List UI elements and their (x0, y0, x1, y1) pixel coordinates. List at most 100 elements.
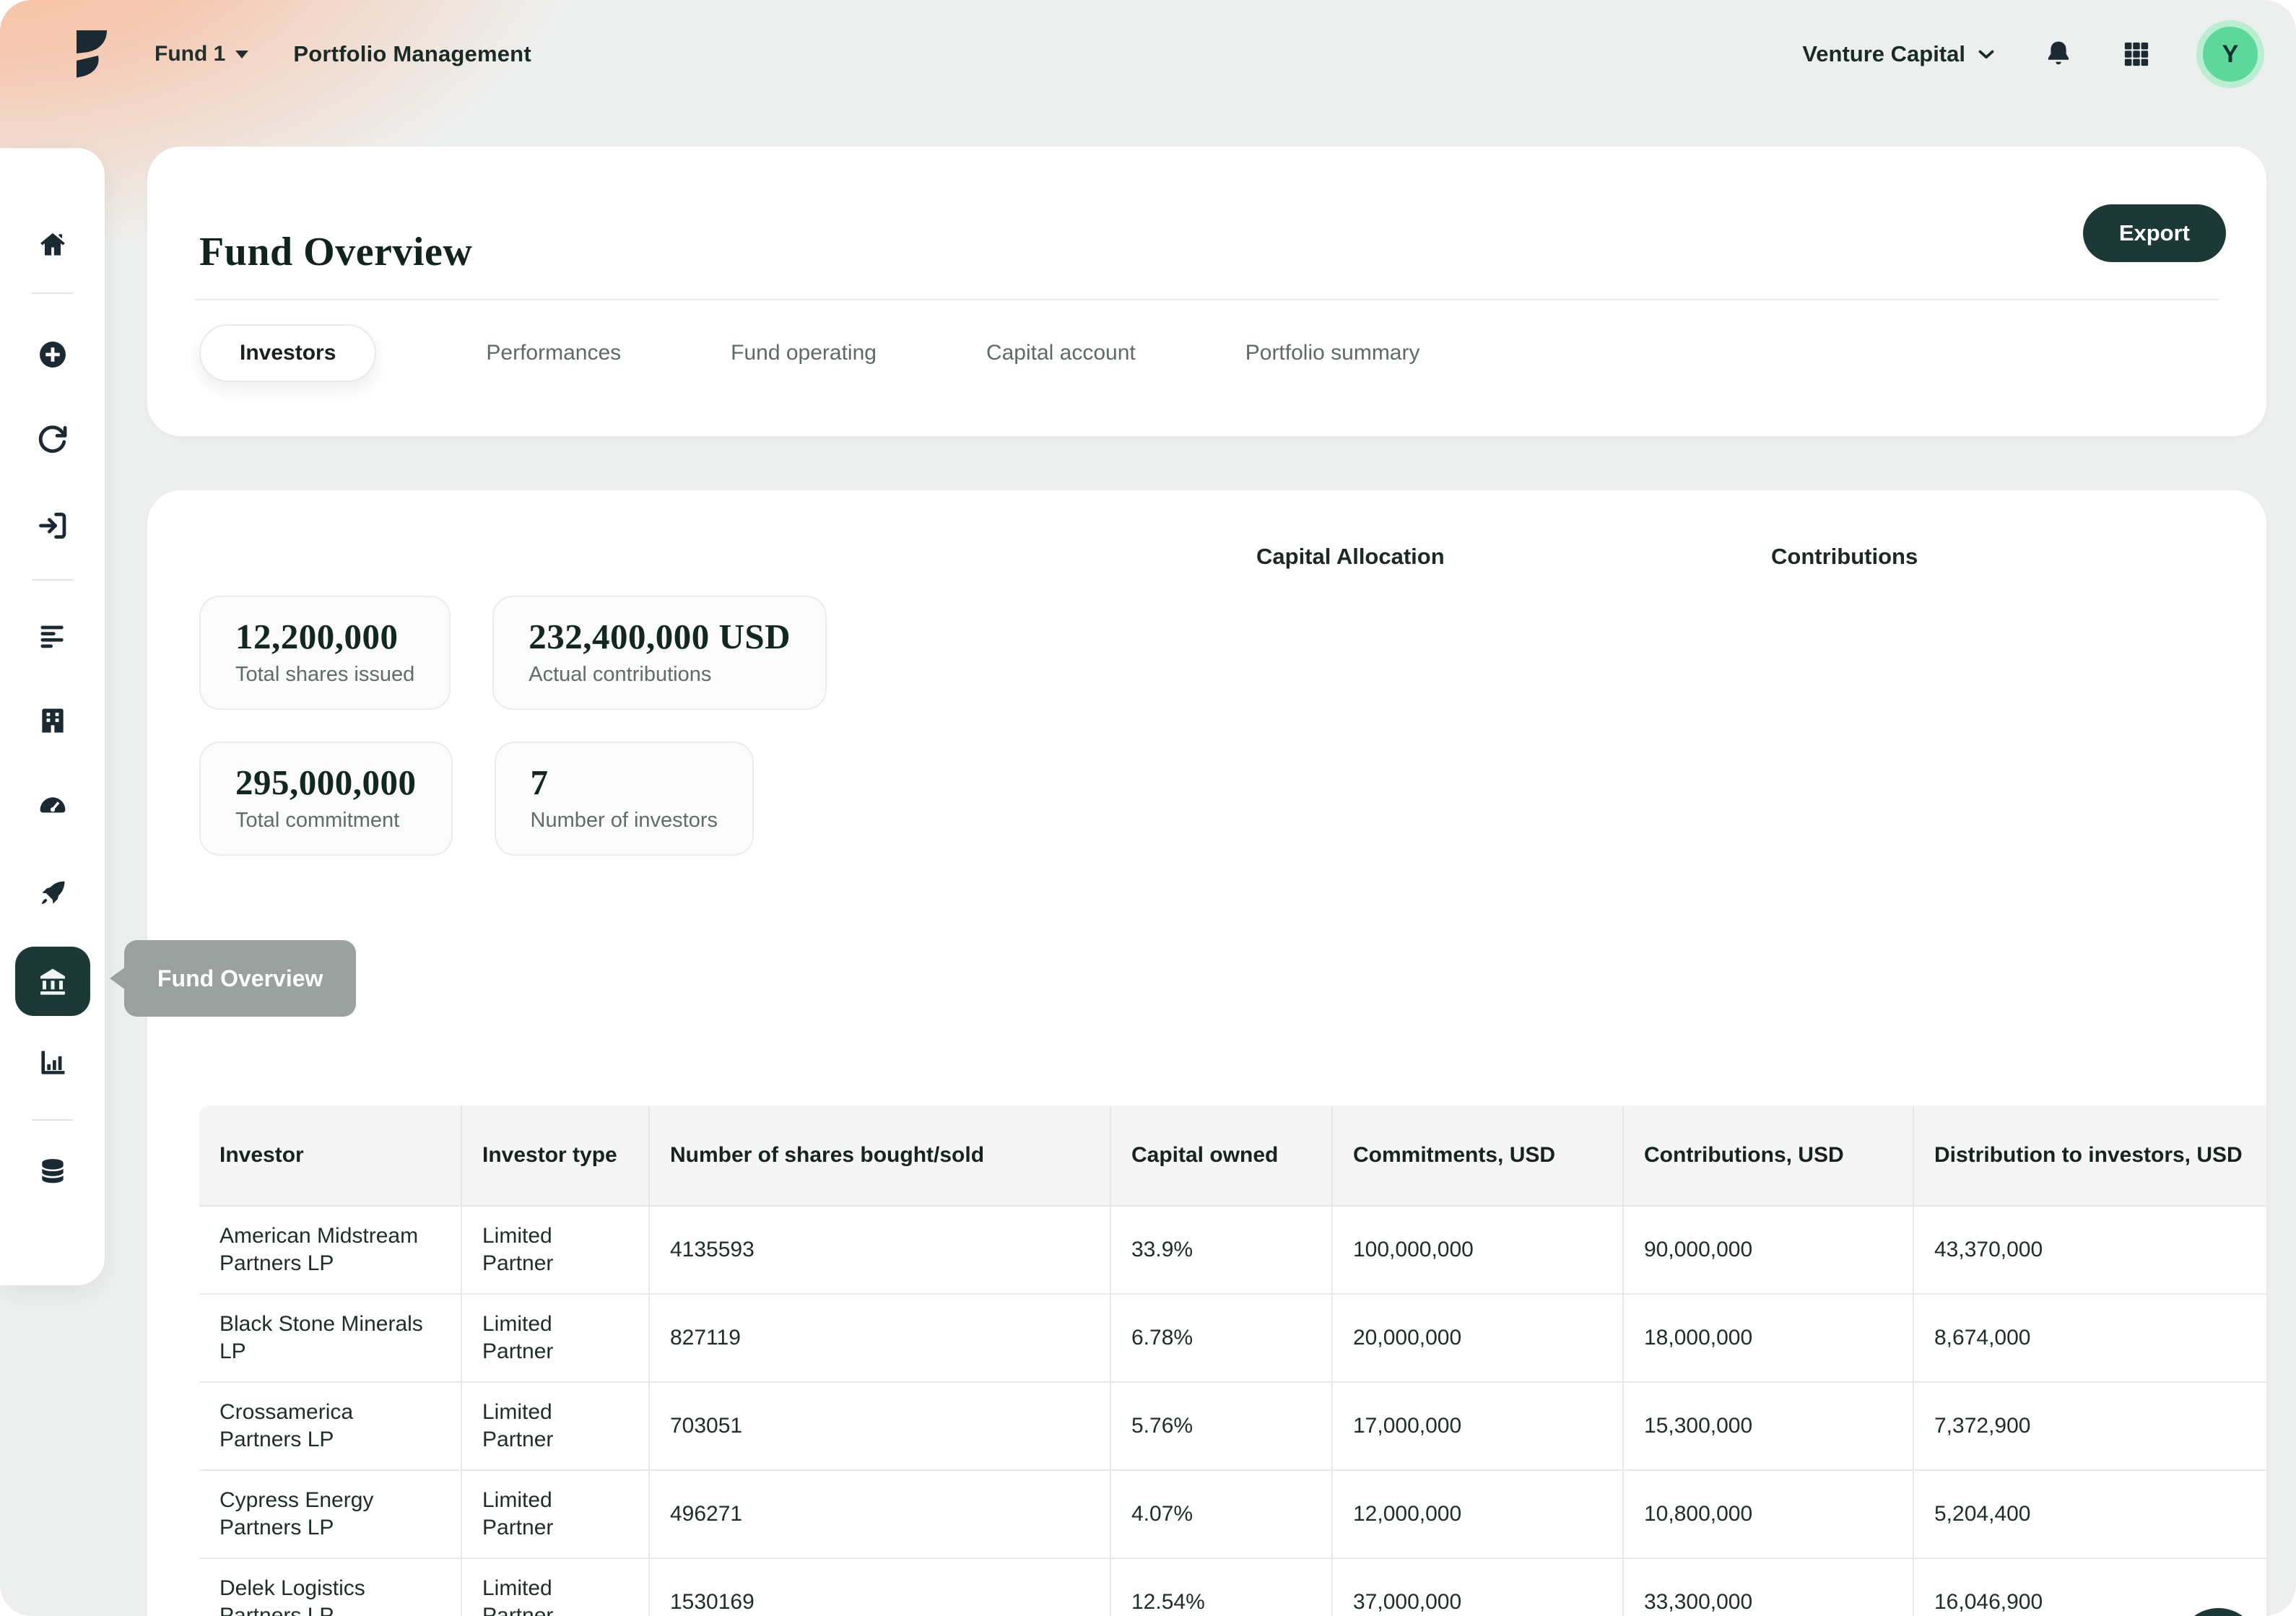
contributions-chart-title: Contributions (1771, 544, 1918, 569)
column-header-commitments: Commitments, USD (1332, 1105, 1624, 1207)
fund-selector-label: Fund 1 (155, 42, 226, 66)
table-cell: 6.78% (1110, 1294, 1333, 1383)
sidebar-divider (32, 1119, 73, 1121)
table-row: Delek Logistics Partners LP Limited Partn… (199, 1558, 2266, 1616)
column-header-contributions: Contributions, USD (1623, 1105, 1914, 1207)
table-cell: 827119 (649, 1294, 1111, 1383)
table-cell: Limited Partner (461, 1470, 650, 1559)
notifications-button[interactable] (2040, 36, 2077, 72)
rocket-icon (41, 881, 64, 905)
column-header-investor: Investor (199, 1105, 462, 1207)
sidebar-item-add[interactable] (30, 331, 76, 378)
tab-investors[interactable]: Investors (199, 324, 377, 382)
org-selector[interactable]: Venture Capital (1802, 41, 1999, 67)
table-cell: Limited Partner (461, 1558, 650, 1616)
tab-portfolio-summary[interactable]: Portfolio summary (1245, 341, 1420, 365)
sidebar-item-building[interactable] (30, 698, 76, 744)
sidebar-item-fund-overview[interactable] (14, 947, 90, 1016)
sidebar-item-sign-in[interactable] (30, 503, 76, 549)
tab-fund-operating[interactable]: Fund operating (731, 341, 877, 365)
investors-table-body: American Midstream Partners LP Limited Pa… (199, 1206, 2266, 1616)
sidebar (0, 148, 105, 1285)
table-cell: Crossamerica Partners LP (199, 1382, 462, 1471)
brand-logo (77, 30, 107, 78)
grid-icon (2124, 42, 2149, 66)
fund-selector[interactable]: Fund 1 (155, 42, 249, 66)
investors-table: Investor Investor type Number of shares … (199, 1105, 2266, 1616)
caret-down-icon (235, 50, 249, 58)
table-cell: 15,300,000 (1623, 1382, 1914, 1471)
bar-chart-icon (40, 1051, 64, 1074)
column-header-distribution: Distribution to investors, USD (1913, 1105, 2266, 1207)
tab-capital-account[interactable]: Capital account (986, 341, 1136, 365)
tabs: Investors Performances Fund operating Ca… (199, 324, 1419, 382)
sidebar-item-home[interactable] (30, 222, 76, 268)
sidebar-item-rocket[interactable] (30, 870, 76, 916)
table-cell: 10,800,000 (1623, 1470, 1914, 1559)
table-cell: 16,046,900 (1913, 1558, 2266, 1616)
table-cell: 12.54% (1110, 1558, 1333, 1616)
stat-value: 12,200,000 (235, 617, 399, 656)
bank-icon (40, 968, 65, 995)
table-row: Black Stone Minerals LP Limited Partner 82… (199, 1294, 2266, 1383)
table-cell: 100,000,000 (1332, 1206, 1624, 1295)
building-icon (41, 708, 64, 733)
app-title: Portfolio Management (293, 41, 531, 66)
capital-allocation-chart-title: Capital Allocation (1256, 544, 1445, 569)
table-cell: 4.07% (1110, 1470, 1333, 1559)
bell-icon (2048, 41, 2069, 65)
table-cell: Cypress Energy Partners LP (199, 1470, 462, 1559)
table-cell: 4135593 (649, 1206, 1111, 1295)
table-cell: 18,000,000 (1623, 1294, 1914, 1383)
user-avatar[interactable]: Y (2196, 20, 2264, 88)
gauge-icon (40, 797, 65, 813)
stat-actual-contributions: 232,400,000 USD Actual contributions (492, 596, 827, 710)
table-cell: 17,000,000 (1332, 1382, 1624, 1471)
table-cell: 33.9% (1110, 1206, 1333, 1295)
sidebar-item-refresh[interactable] (30, 416, 76, 462)
sidebar-item-gauge[interactable] (30, 784, 76, 830)
tooltip-label: Fund Overview (157, 965, 323, 991)
table-cell: 1530169 (649, 1558, 1111, 1616)
table-cell: American Midstream Partners LP (199, 1206, 462, 1295)
sidebar-item-database[interactable] (30, 1148, 76, 1194)
apps-menu-button[interactable] (2118, 36, 2154, 72)
stat-value: 7 (530, 763, 549, 802)
database-icon (41, 1159, 64, 1183)
list-icon (40, 625, 64, 648)
fund-overview-header-card: Fund Overview Export Investors Performan… (147, 147, 2266, 436)
table-cell: 5,204,400 (1913, 1470, 2266, 1559)
table-row: Cypress Energy Partners LP Limited Partne… (199, 1470, 2266, 1559)
sidebar-divider (32, 292, 73, 294)
export-button[interactable]: Export (2082, 204, 2226, 262)
sidebar-item-list[interactable] (30, 614, 76, 660)
table-cell: Limited Partner (461, 1382, 650, 1471)
investors-panel: Capital Allocation Contributions 12,200,… (147, 490, 2266, 1616)
table-cell: Delek Logistics Partners LP (199, 1558, 462, 1616)
stat-label: Number of investors (530, 809, 718, 832)
table-header-row: Investor Investor type Number of shares … (199, 1105, 2266, 1207)
sidebar-item-bar-chart[interactable] (30, 1040, 76, 1086)
stat-label: Total shares issued (235, 663, 415, 686)
refresh-icon (38, 425, 66, 453)
stat-label: Actual contributions (529, 663, 712, 686)
sign-in-icon (38, 513, 66, 539)
table-cell: 7,372,900 (1913, 1382, 2266, 1471)
stat-value: 295,000,000 (235, 763, 417, 802)
table-row: American Midstream Partners LP Limited Pa… (199, 1206, 2266, 1295)
fund-overview-tooltip: Fund Overview (124, 940, 357, 1017)
topbar: Fund 1 Portfolio Management Venture Capi… (0, 0, 2296, 108)
home-icon (40, 233, 65, 256)
page-title: Fund Overview (199, 229, 473, 274)
table-cell: 37,000,000 (1332, 1558, 1624, 1616)
stat-total-shares-issued: 12,200,000 Total shares issued (199, 596, 451, 710)
tab-performances[interactable]: Performances (486, 341, 622, 365)
table-cell: 496271 (649, 1470, 1111, 1559)
table-row: Crossamerica Partners LP Limited Partner 7… (199, 1382, 2266, 1471)
column-header-capital-owned: Capital owned (1110, 1105, 1333, 1207)
org-selector-label: Venture Capital (1802, 41, 1965, 66)
investors-table-wrap: Investor Investor type Number of shares … (199, 1105, 2266, 1616)
chevron-down-icon (1978, 50, 1994, 59)
table-cell: 20,000,000 (1332, 1294, 1624, 1383)
